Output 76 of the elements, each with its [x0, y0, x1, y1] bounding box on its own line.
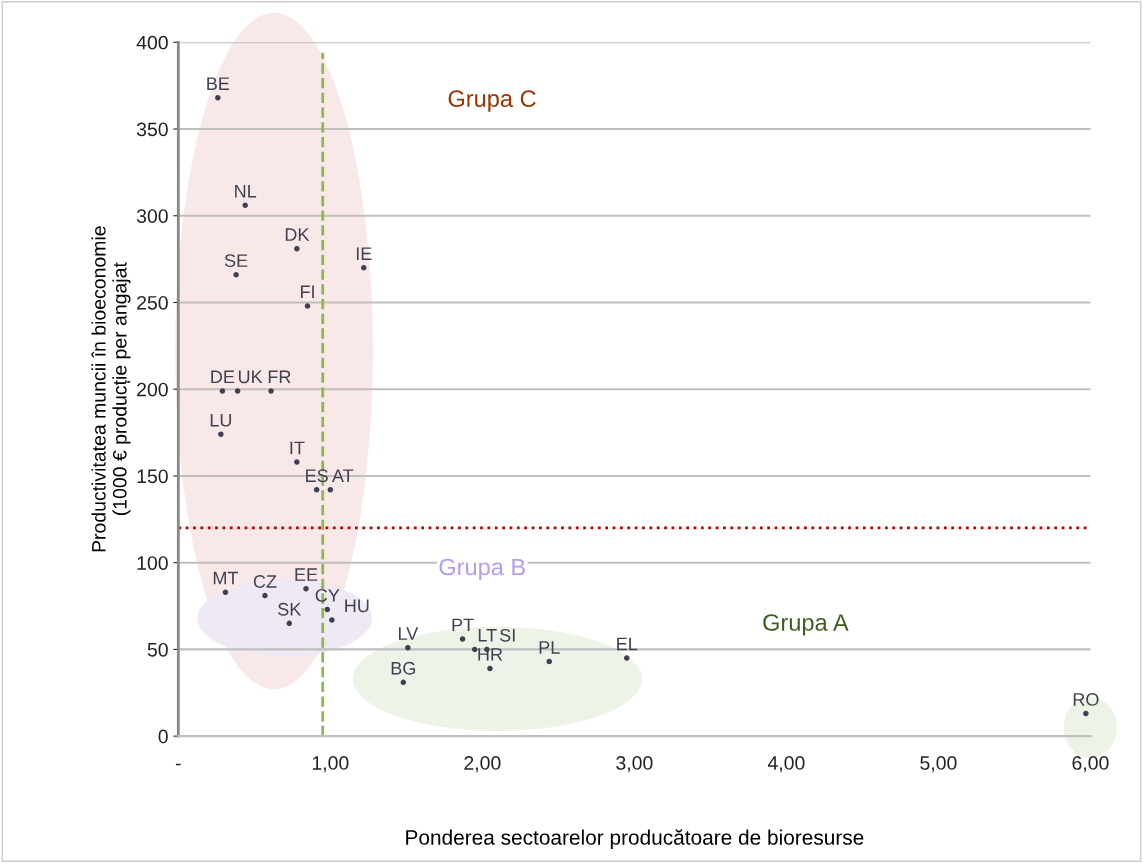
data-label: SI	[500, 628, 515, 642]
data-label: PT	[452, 618, 474, 632]
data-label: NL	[235, 185, 257, 198]
point	[242, 202, 248, 209]
x-tick-label: 2,00	[464, 756, 501, 773]
point	[360, 265, 367, 271]
data-label: CZ	[253, 575, 277, 588]
point	[313, 487, 320, 493]
point	[294, 459, 300, 465]
y-tick-label: 300	[136, 209, 168, 223]
x-tick-label: 3,00	[616, 756, 653, 773]
data-label: UK	[238, 370, 263, 384]
point	[487, 665, 493, 672]
point	[294, 245, 300, 252]
point	[623, 655, 630, 661]
point	[405, 644, 411, 651]
y-tick-label: 200	[137, 382, 168, 397]
point	[303, 585, 309, 592]
point	[233, 271, 239, 278]
y-tick-label: 150	[137, 469, 168, 484]
point	[304, 303, 311, 309]
annotation: Grupa C	[448, 90, 536, 112]
x-axis-title: Ponderea sectoarelor producătoare de bioresurse	[406, 829, 864, 849]
x-tick-label: 6,00	[1072, 756, 1109, 773]
data-label: IT	[290, 441, 305, 455]
point	[262, 592, 268, 599]
y-tick-label: 50	[147, 642, 168, 657]
annotation: Grupa B	[439, 558, 525, 581]
data-label: ES	[306, 469, 328, 483]
data-label: HU	[345, 599, 369, 613]
x-tick-label: -	[175, 763, 181, 766]
point	[327, 487, 334, 493]
x-tick-label: 1,00	[312, 756, 349, 773]
point	[268, 388, 274, 394]
data-label: SE	[224, 254, 248, 267]
point	[400, 679, 407, 686]
data-label: FR	[268, 370, 291, 384]
point	[324, 606, 331, 613]
x-tick-label: 5,00	[920, 756, 957, 773]
data-label: SK	[278, 602, 302, 616]
data-label: MT	[213, 571, 239, 585]
point	[215, 95, 221, 101]
point	[222, 589, 229, 595]
y-tick-label: 100	[137, 556, 168, 570]
y-tick-label: 400	[136, 35, 168, 50]
data-label: BE	[207, 77, 230, 90]
point	[219, 388, 226, 394]
x-tick-label: 4,00	[767, 756, 805, 773]
data-label: DE	[211, 370, 235, 384]
point	[286, 620, 293, 627]
y-tick-label: 0	[158, 729, 168, 744]
data-label: AT	[331, 469, 354, 482]
point	[459, 636, 466, 642]
point	[218, 431, 224, 438]
data-label: CY	[315, 588, 340, 602]
point	[329, 617, 335, 623]
point	[234, 388, 241, 394]
data-label: RO	[1073, 693, 1099, 706]
point	[1083, 710, 1089, 717]
data-label: FI	[300, 285, 314, 299]
data-label: LV	[398, 627, 419, 640]
data-label: EE	[295, 568, 318, 581]
point	[471, 646, 478, 653]
data-label: LU	[210, 413, 232, 427]
y-tick-label: 250	[137, 295, 168, 310]
y-axis-title: Productivitatea muncii în bioeconomie (1000 € producție per angajat	[91, 226, 131, 552]
data-label: BG	[391, 661, 415, 675]
data-label: PL	[539, 641, 560, 654]
data-label: IE	[356, 247, 372, 260]
point	[546, 658, 553, 665]
y-tick-label: 350	[136, 122, 168, 137]
data-label: HR	[478, 648, 503, 661]
annotation: Grupa A	[763, 614, 849, 636]
data-label: LT	[478, 629, 497, 642]
data-label: DK	[285, 228, 310, 241]
data-label: EL	[617, 637, 638, 651]
